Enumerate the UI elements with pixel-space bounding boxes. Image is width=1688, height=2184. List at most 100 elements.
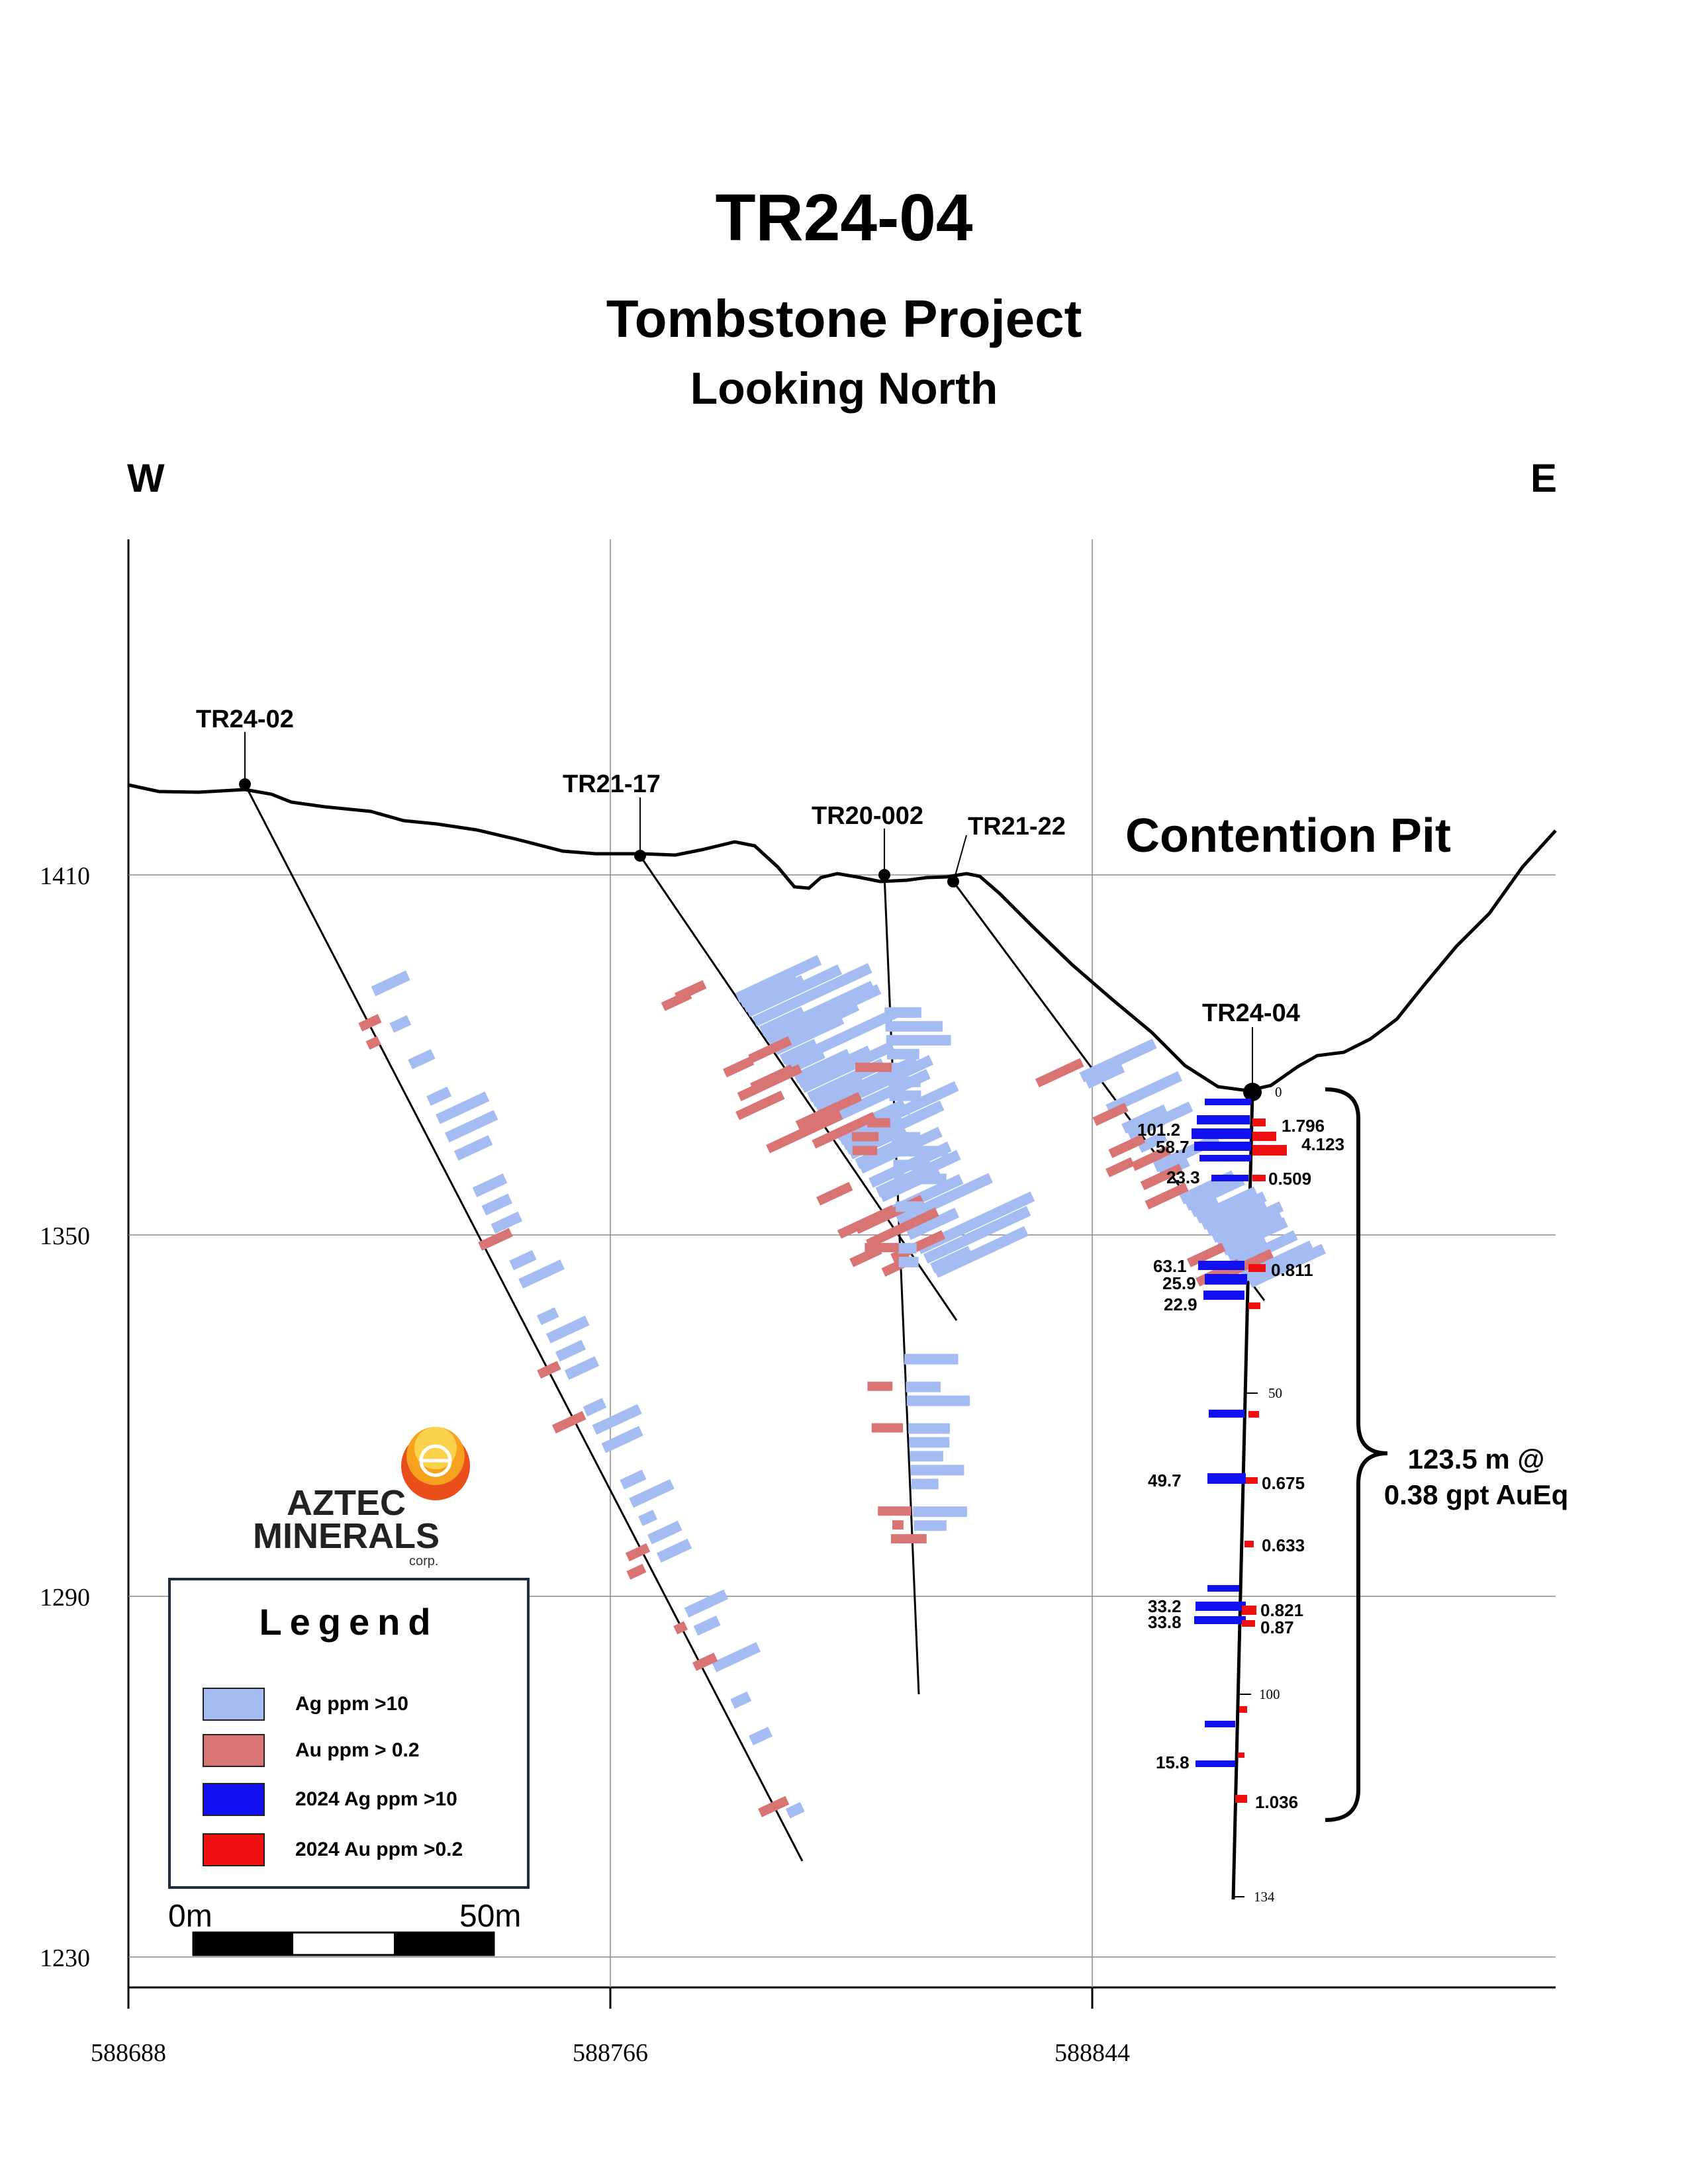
trace-tr21-17: [639, 855, 958, 1321]
ag-bar: [886, 1048, 919, 1060]
legend-label: Au ppm > 0.2: [295, 1739, 420, 1761]
ag-bar: [509, 1250, 537, 1271]
au-bar: [1092, 1103, 1129, 1126]
au-bar: [866, 1207, 939, 1249]
au-bar: [537, 1361, 561, 1379]
east-label: E: [1530, 456, 1558, 500]
ag-bar: [647, 1520, 682, 1545]
ag-bar: [1084, 1062, 1125, 1089]
ag-bar: [913, 1506, 967, 1518]
ag-bar: [1216, 1210, 1284, 1250]
ag-bar: [906, 1395, 970, 1406]
au-bar: [673, 1621, 688, 1635]
ag-bar: [923, 1206, 1031, 1264]
ag-2024-bar: [1205, 1721, 1235, 1727]
au-bar: [1140, 1163, 1184, 1191]
ag-bar: [620, 1469, 647, 1490]
ag-2024-bar: [1194, 1616, 1246, 1624]
ag-bar: [909, 1437, 950, 1448]
au-2024-bar: [1244, 1541, 1254, 1547]
ag-bar: [884, 1007, 921, 1018]
ag-bar: [906, 1381, 941, 1392]
ag-2024-bar: [1205, 1099, 1251, 1105]
ag-2024-bar: [1207, 1473, 1246, 1484]
ag-bar: [555, 1340, 586, 1362]
ag-2024-bar: [1198, 1261, 1244, 1270]
au-value: 0.633: [1262, 1535, 1305, 1555]
ag-bar: [888, 1076, 921, 1087]
ag-value: 33.8: [1148, 1612, 1182, 1632]
legend-label: Ag ppm >10: [295, 1693, 408, 1715]
au-bar: [723, 1056, 755, 1078]
ag-2024-bar: [1199, 1155, 1251, 1161]
ag-bar: [1247, 1244, 1327, 1288]
ag-bar: [896, 1201, 923, 1212]
au-value: 1.036: [1255, 1792, 1299, 1812]
ag-bar: [730, 1691, 752, 1709]
ag-bar: [1190, 1195, 1220, 1218]
ag-bar: [408, 1049, 436, 1069]
au-2024-bar: [1252, 1145, 1287, 1156]
topography-line: [128, 783, 1557, 1093]
ag-2024-bar: [1209, 1410, 1244, 1418]
hole-label-tr24-04: TR24-04: [1202, 999, 1300, 1027]
au-bar: [1108, 1134, 1146, 1158]
x-ticks: [127, 1987, 1094, 2009]
ag-bar: [898, 1257, 919, 1268]
au-bar: [358, 1014, 382, 1032]
ag-value: 63.1: [1153, 1256, 1187, 1276]
au-bar: [855, 1062, 892, 1072]
au-bar: [892, 1520, 904, 1530]
depth-mark-134: 134: [1254, 1889, 1275, 1905]
au-value: 4.123: [1301, 1134, 1345, 1154]
ag-2024-bar: [1194, 1142, 1251, 1151]
au-bar: [865, 1243, 899, 1253]
au-bar: [1221, 1249, 1274, 1281]
ag-value: 22.9: [1164, 1295, 1197, 1314]
depth-mark-100: 100: [1259, 1686, 1280, 1702]
hole-label-tr20-002: TR20-002: [812, 802, 923, 830]
ag-bar: [453, 1135, 493, 1161]
ag-bar: [898, 1243, 917, 1254]
ag-bar: [601, 1426, 643, 1453]
ag-bar: [638, 1510, 657, 1526]
scale-label-start: 0m: [168, 1899, 212, 1934]
ag-bar: [908, 1423, 950, 1434]
ag-bar: [436, 1091, 490, 1124]
au-2024-bar: [1252, 1175, 1266, 1181]
au-bar: [795, 1092, 863, 1130]
au-bar: [365, 1036, 381, 1050]
ag-bar: [426, 1086, 452, 1106]
ag-bar: [889, 1090, 921, 1101]
au-2024-bar: [1242, 1606, 1256, 1615]
au-bar: [626, 1563, 647, 1580]
hole-label-tr24-02: TR24-02: [196, 705, 294, 733]
legend-swatch: [203, 1783, 265, 1816]
aztec-minerals-logo: AZTEC MINERALS: [237, 1485, 455, 1554]
ag-bar: [1184, 1175, 1245, 1211]
easting-label-588844: 588844: [1055, 2039, 1130, 2067]
ag-bar: [890, 1104, 910, 1115]
ag-bar: [893, 1160, 930, 1171]
ag-bar: [629, 1479, 675, 1508]
ag-bar: [592, 1404, 642, 1435]
ag-2024-bar: [1207, 1585, 1239, 1592]
legend-swatch: [203, 1833, 265, 1866]
ag-bar: [896, 1173, 994, 1226]
trace-tr24-02: [244, 784, 804, 1862]
au-bar: [1186, 1242, 1226, 1267]
au-bar: [867, 1381, 893, 1391]
au-bar: [766, 1111, 843, 1154]
ag-2024-bar: [1211, 1175, 1248, 1181]
ag-bar: [892, 1146, 949, 1157]
west-label: W: [127, 456, 165, 500]
ag-value: 15.8: [1156, 1752, 1190, 1772]
ag-value: 23.3: [1166, 1167, 1200, 1187]
ag-bar: [1205, 1199, 1268, 1237]
ag-bar: [904, 1353, 959, 1365]
scale-label-end: 50m: [459, 1899, 522, 1934]
au-bar: [661, 989, 692, 1011]
au-value: 0.811: [1271, 1260, 1313, 1280]
ag-2024-bar: [1197, 1115, 1250, 1124]
ag-bar: [800, 1041, 895, 1093]
